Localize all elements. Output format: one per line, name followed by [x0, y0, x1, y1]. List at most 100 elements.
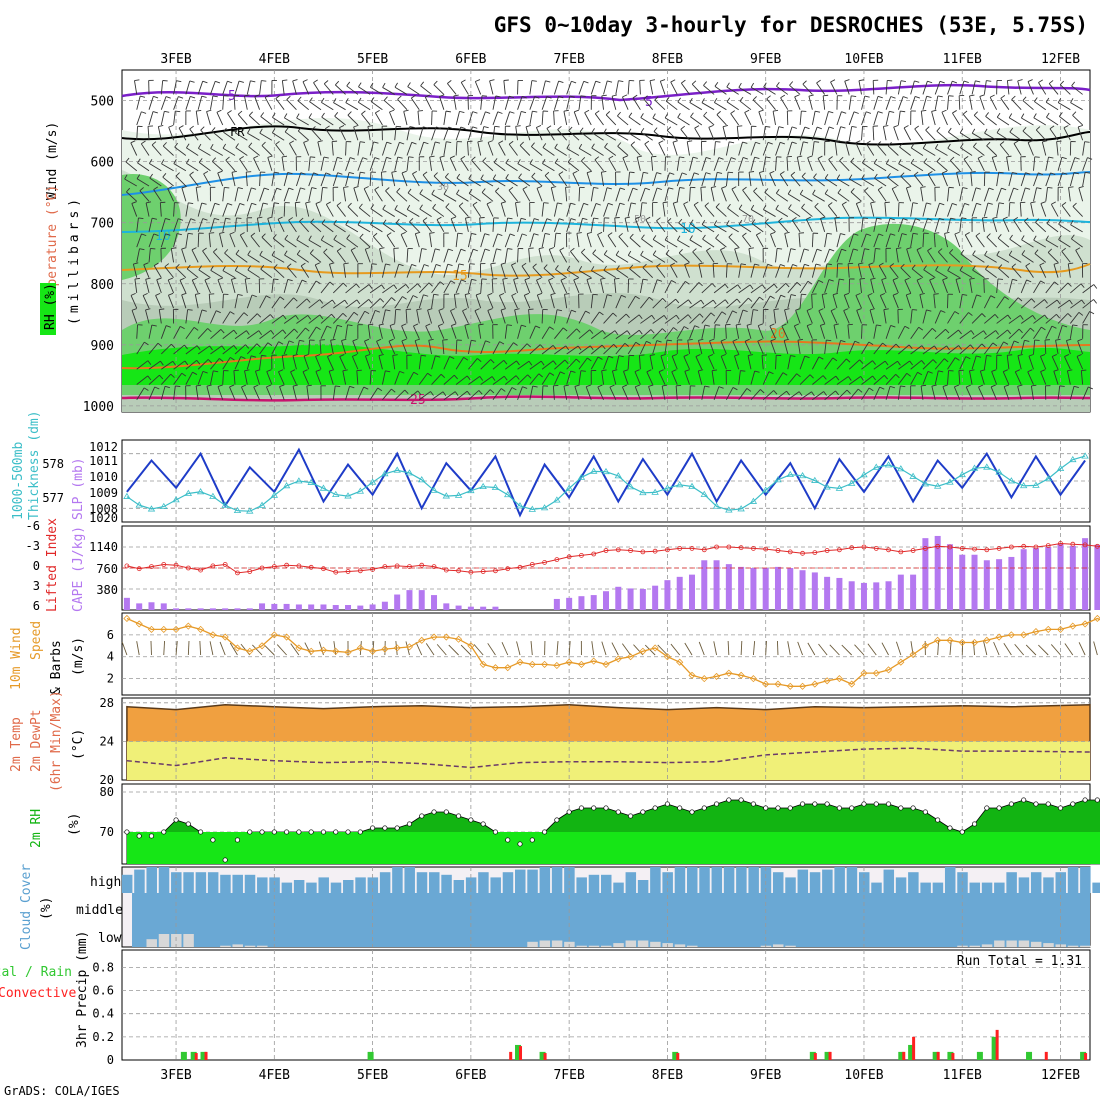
wind-barb [590, 187, 594, 202]
wind-barb [1033, 280, 1042, 294]
wind-barb-flag [542, 143, 547, 148]
wind-barb [328, 371, 334, 385]
wind-barb [464, 294, 469, 309]
wind-barb [927, 173, 936, 187]
wind-barb [640, 296, 650, 309]
wind-barb [173, 218, 179, 232]
wind-barb [365, 355, 371, 370]
wind-barb-flag [308, 235, 312, 241]
wind-barb-flag [362, 157, 368, 160]
wind-barb-flag [1035, 218, 1040, 223]
wind-barb-flag [818, 356, 824, 360]
wind-barb [148, 374, 160, 385]
wind-barb [922, 218, 928, 232]
wind-barb-flag [532, 110, 538, 113]
wind-barb [394, 309, 397, 324]
lifted-index-point [763, 546, 769, 552]
wind-barb [320, 281, 331, 294]
wind-barb [590, 294, 594, 309]
contour-label-temp20: 20 [770, 327, 786, 342]
wind-barb [603, 312, 614, 324]
cloud-high-bar [760, 867, 772, 893]
wind-barb [869, 309, 875, 324]
thickness-point [847, 479, 856, 486]
wind-barb [541, 372, 551, 385]
wind-barb-flag [233, 329, 238, 335]
wind10-barb [209, 641, 214, 656]
wind-barb [364, 249, 371, 263]
wind-barb-flag [1085, 171, 1091, 174]
wind-barb [202, 250, 211, 263]
wind-barb-flag [320, 97, 325, 103]
wind-barb-flag [202, 80, 208, 84]
cloud-high-bar [441, 874, 452, 893]
cape-bar [1008, 556, 1015, 610]
cape-tick: 760 [96, 562, 118, 576]
wind-barb [1067, 263, 1071, 278]
cloud-high-bar [748, 867, 759, 893]
wind-barb-flag [389, 109, 395, 113]
wind-barb [374, 189, 383, 202]
cloud-low-gap [158, 934, 170, 947]
wind-barb-flag [873, 158, 878, 164]
wind-barb [1033, 339, 1036, 355]
wind-barb [695, 356, 703, 370]
wind-barb-flag [798, 391, 803, 396]
wind-barb [762, 142, 769, 156]
wind-barb-flag [423, 141, 429, 145]
wind-barb-flag [528, 360, 533, 366]
wind-barb-flag [718, 386, 724, 389]
wind-barb-flag [550, 292, 556, 296]
wind-barb-flag [580, 157, 586, 162]
rh2m-point [320, 829, 327, 835]
wind-barb [271, 187, 278, 202]
wind-barb-flag [254, 94, 260, 97]
wind-barb-flag [663, 315, 668, 320]
cape-bar [443, 603, 450, 610]
wind-barb-flag [462, 308, 468, 312]
wind-barb [308, 156, 311, 171]
cloud-high-bar [134, 869, 145, 893]
wind-barb-flag [961, 217, 967, 219]
wind-barb [369, 141, 375, 156]
wind-barb [271, 341, 279, 355]
wind-barb [555, 268, 567, 279]
wind-barb [1057, 325, 1063, 339]
cape-bar [467, 606, 474, 610]
wind-barb-flag [478, 323, 484, 326]
wind-barb [382, 208, 395, 217]
wind-barb [849, 178, 862, 187]
wind-barb-flag [126, 187, 131, 193]
wind-barb [609, 386, 617, 400]
wind-barb-flag [801, 172, 806, 177]
wind-barb-flag [796, 282, 802, 286]
wind-barb-flag [906, 186, 912, 189]
wind-barb-flag [578, 143, 583, 149]
wind-barb [984, 132, 997, 141]
wind-barb [1020, 314, 1033, 324]
wind-barb [784, 233, 789, 248]
wind-barb [210, 270, 223, 279]
wind-barb [431, 126, 437, 141]
wind-barb [947, 147, 961, 156]
wind-barb-flag [342, 282, 348, 287]
wind-barb-flag [201, 202, 207, 205]
wind-barb [684, 264, 690, 278]
wind-barb-flag [986, 354, 992, 357]
wind-barb-flag [915, 218, 921, 221]
wind-barb [418, 282, 430, 294]
cape-bar [627, 588, 634, 610]
wind10-point [516, 658, 524, 666]
wind-barb-flag [534, 218, 540, 221]
wind-barb [464, 218, 469, 232]
wind10-barb [372, 641, 375, 656]
wind-barb [658, 142, 666, 156]
wind-barb [677, 101, 690, 111]
precip-convective-bar [995, 1029, 999, 1060]
wind-barb-flag [787, 189, 792, 195]
wind-barb-flag [595, 80, 601, 84]
wind-barb-flag [643, 171, 649, 174]
lifted-index-point [161, 562, 167, 567]
lifted-index-point [542, 560, 547, 565]
wind-barb [702, 238, 715, 248]
